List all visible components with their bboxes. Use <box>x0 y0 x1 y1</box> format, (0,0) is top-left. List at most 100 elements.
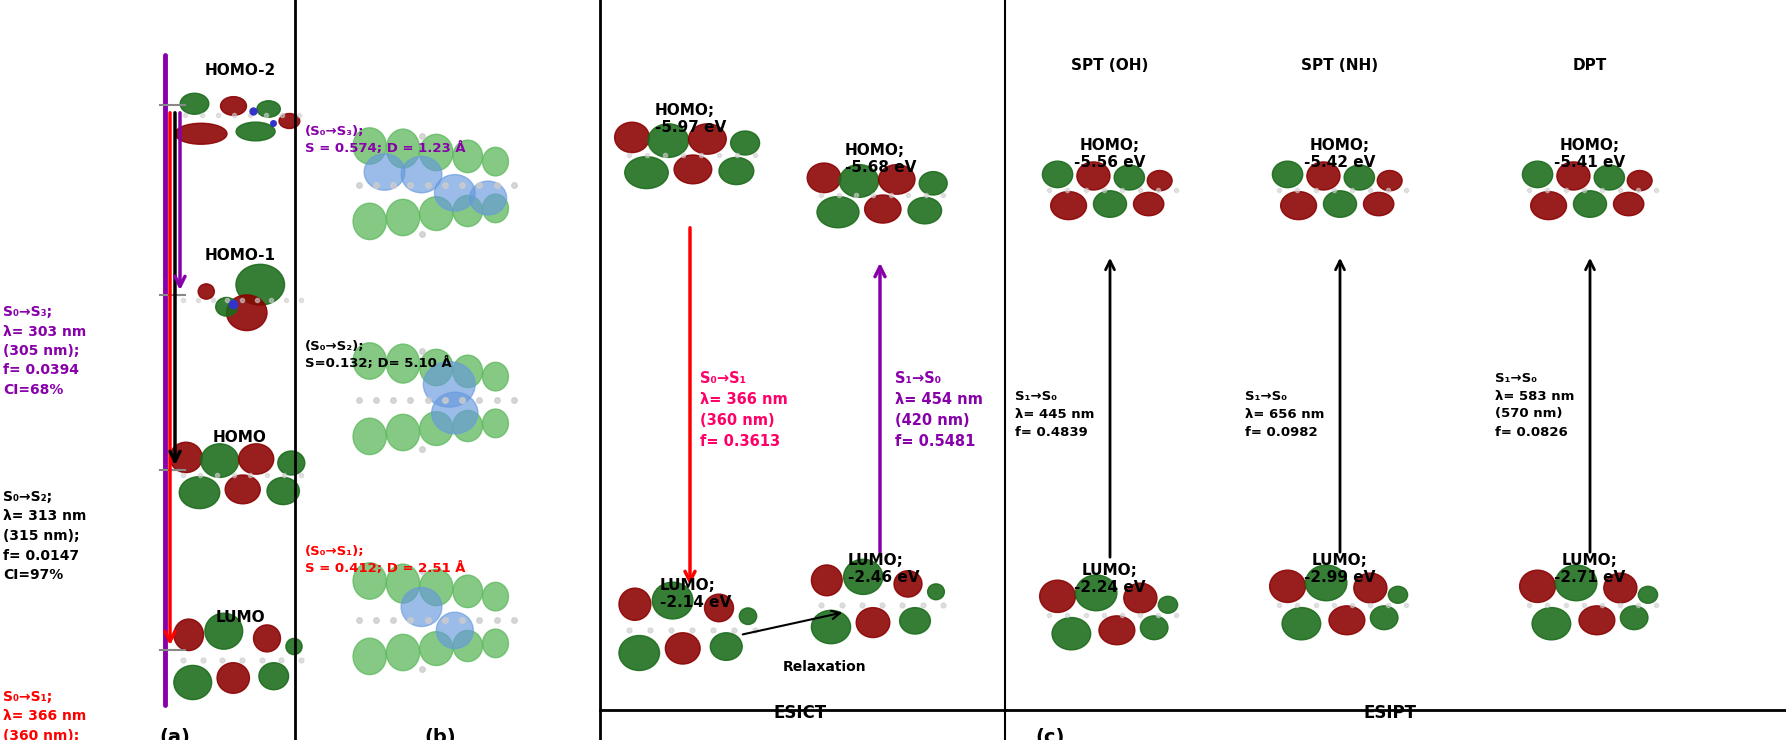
Ellipse shape <box>1573 191 1607 218</box>
Ellipse shape <box>648 124 689 158</box>
Ellipse shape <box>1272 161 1302 188</box>
Ellipse shape <box>482 363 509 391</box>
Ellipse shape <box>855 608 889 638</box>
Ellipse shape <box>1134 192 1164 216</box>
Ellipse shape <box>1520 570 1556 602</box>
Ellipse shape <box>386 564 420 603</box>
Ellipse shape <box>1388 586 1407 603</box>
Ellipse shape <box>666 633 700 664</box>
Ellipse shape <box>900 608 931 634</box>
Ellipse shape <box>1282 608 1320 640</box>
Ellipse shape <box>1270 570 1306 602</box>
Ellipse shape <box>173 619 204 650</box>
Ellipse shape <box>811 610 850 644</box>
Ellipse shape <box>454 355 482 388</box>
Ellipse shape <box>470 181 507 215</box>
Ellipse shape <box>1627 170 1652 191</box>
Ellipse shape <box>386 414 420 451</box>
Ellipse shape <box>239 444 273 474</box>
Ellipse shape <box>354 418 386 454</box>
Ellipse shape <box>620 636 659 670</box>
Ellipse shape <box>1114 165 1145 190</box>
Ellipse shape <box>286 639 302 655</box>
Ellipse shape <box>879 164 914 194</box>
Text: S₁→S₀
λ= 656 nm
f= 0.0982: S₁→S₀ λ= 656 nm f= 0.0982 <box>1245 391 1325 440</box>
Ellipse shape <box>454 411 482 442</box>
Ellipse shape <box>1159 596 1177 613</box>
Ellipse shape <box>386 344 420 383</box>
Text: (S₀→S₃);
S = 0.574; D = 1.23 Å: (S₀→S₃); S = 0.574; D = 1.23 Å <box>305 125 466 155</box>
Ellipse shape <box>739 608 757 625</box>
Ellipse shape <box>730 131 759 155</box>
Ellipse shape <box>1354 573 1388 603</box>
Ellipse shape <box>180 93 209 114</box>
Text: S₀→S₂;
λ= 313 nm
(315 nm);
f= 0.0147
CI=97%: S₀→S₂; λ= 313 nm (315 nm); f= 0.0147 CI=… <box>4 490 86 582</box>
Ellipse shape <box>175 124 227 144</box>
Ellipse shape <box>420 197 454 230</box>
Ellipse shape <box>436 612 473 648</box>
Ellipse shape <box>173 665 213 699</box>
Ellipse shape <box>354 563 386 599</box>
Ellipse shape <box>386 634 420 670</box>
Ellipse shape <box>839 164 879 198</box>
Ellipse shape <box>1613 192 1643 216</box>
Ellipse shape <box>927 584 945 599</box>
Text: HOMO;
-5.56 eV: HOMO; -5.56 eV <box>1075 138 1145 170</box>
Text: (S₀→S₂);
S=0.132; D= 5.10 Å: (S₀→S₂); S=0.132; D= 5.10 Å <box>305 340 452 370</box>
Ellipse shape <box>279 451 305 475</box>
Ellipse shape <box>354 343 386 379</box>
Ellipse shape <box>266 477 300 505</box>
Ellipse shape <box>1323 191 1357 218</box>
Text: S₀→S₁;
λ= 366 nm
(360 nm);
f= 0.3613
CI=98%: S₀→S₁; λ= 366 nm (360 nm); f= 0.3613 CI=… <box>4 690 86 740</box>
Ellipse shape <box>689 124 727 154</box>
Ellipse shape <box>1329 606 1365 635</box>
Text: (c): (c) <box>1036 728 1064 740</box>
Ellipse shape <box>1077 162 1111 190</box>
Ellipse shape <box>420 134 454 171</box>
Text: HOMO;
-5.97 eV: HOMO; -5.97 eV <box>655 103 727 135</box>
Ellipse shape <box>711 633 743 660</box>
Ellipse shape <box>386 129 420 168</box>
Ellipse shape <box>259 663 289 690</box>
Ellipse shape <box>1052 618 1091 650</box>
Ellipse shape <box>920 172 947 195</box>
Text: HOMO;
-5.68 eV: HOMO; -5.68 eV <box>845 143 916 175</box>
Ellipse shape <box>1604 573 1638 603</box>
Text: HOMO-1: HOMO-1 <box>205 248 275 263</box>
Ellipse shape <box>1531 192 1566 220</box>
Ellipse shape <box>652 582 693 619</box>
Ellipse shape <box>279 113 300 129</box>
Ellipse shape <box>423 362 475 407</box>
Text: DPT: DPT <box>1573 58 1607 73</box>
Ellipse shape <box>1377 170 1402 191</box>
Ellipse shape <box>811 565 843 596</box>
Ellipse shape <box>216 297 238 316</box>
Ellipse shape <box>170 443 202 473</box>
Ellipse shape <box>205 613 243 649</box>
Ellipse shape <box>218 663 250 693</box>
Text: S₁→S₀
λ= 583 nm
(570 nm)
f= 0.0826: S₁→S₀ λ= 583 nm (570 nm) f= 0.0826 <box>1495 371 1575 439</box>
Ellipse shape <box>1093 191 1127 218</box>
Text: S₁→S₀
λ= 445 nm
f= 0.4839: S₁→S₀ λ= 445 nm f= 0.4839 <box>1014 391 1095 440</box>
Text: LUMO;
-2.46 eV: LUMO; -2.46 eV <box>848 553 920 585</box>
Ellipse shape <box>1620 606 1648 630</box>
Ellipse shape <box>1579 606 1615 635</box>
Ellipse shape <box>1638 586 1657 603</box>
Ellipse shape <box>420 632 454 665</box>
Ellipse shape <box>1147 170 1172 191</box>
Ellipse shape <box>198 284 214 299</box>
Ellipse shape <box>673 155 713 184</box>
Ellipse shape <box>1075 575 1116 610</box>
Text: S₁→S₀
λ= 454 nm
(420 nm)
f= 0.5481: S₁→S₀ λ= 454 nm (420 nm) f= 0.5481 <box>895 371 982 449</box>
Ellipse shape <box>1556 565 1597 601</box>
Ellipse shape <box>720 158 754 184</box>
Text: SPT (OH): SPT (OH) <box>1072 58 1148 73</box>
Ellipse shape <box>420 569 454 606</box>
Text: (S₀→S₁);
S = 0.412; D = 2.51 Å: (S₀→S₁); S = 0.412; D = 2.51 Å <box>305 545 466 575</box>
Ellipse shape <box>1532 608 1570 640</box>
Text: (b): (b) <box>425 728 455 740</box>
Ellipse shape <box>1370 606 1398 630</box>
Text: LUMO;
-2.99 eV: LUMO; -2.99 eV <box>1304 553 1375 585</box>
Text: S₀→S₁
λ= 366 nm
(360 nm)
f= 0.3613: S₀→S₁ λ= 366 nm (360 nm) f= 0.3613 <box>700 371 788 449</box>
Ellipse shape <box>704 594 734 622</box>
